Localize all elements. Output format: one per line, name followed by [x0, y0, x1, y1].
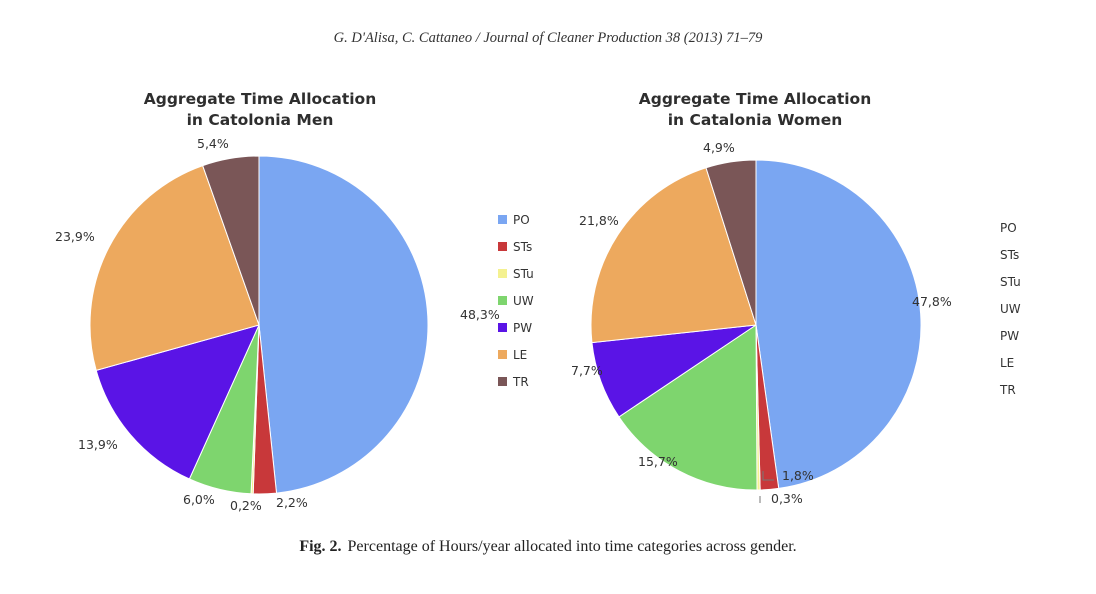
data-label-pw: 13,9%: [78, 437, 118, 452]
data-label-uw: 6,0%: [183, 492, 215, 507]
legend-item-stu: STu: [985, 268, 1021, 295]
legend-swatch-po: [498, 215, 507, 224]
legend-label-sts: STs: [513, 239, 533, 254]
legend-label-po: PO: [513, 212, 530, 227]
legend-item-pw: PW: [985, 322, 1021, 349]
legend-swatch-le: [985, 358, 994, 367]
legend-label-le: LE: [1000, 355, 1015, 370]
figure-label: Fig. 2.: [299, 538, 342, 555]
legend-item-uw: UW: [985, 295, 1021, 322]
leader-line-sts: [762, 471, 774, 481]
legend-label-le: LE: [513, 347, 528, 362]
data-label-stu: 0,2%: [230, 498, 262, 513]
pie-slice-tr: [705, 159, 757, 326]
legend-swatch-uw: [498, 296, 507, 305]
data-label-po: 48,3%: [460, 307, 500, 322]
legend-item-sts: STs: [498, 233, 534, 260]
pie-slice-po: [258, 155, 429, 494]
pie-plot-men: 48,3% 2,2% 0,2% 6,0% 13,9% 23,9% 5,4%: [55, 136, 500, 513]
legend-swatch-tr: [985, 385, 994, 394]
data-label-sts: 1,8%: [782, 468, 814, 483]
legend-label-stu: STu: [513, 266, 534, 281]
legend-label-tr: TR: [1000, 382, 1016, 397]
pie-slice-po: [755, 159, 922, 489]
legend-label-sts: STs: [1000, 247, 1020, 262]
legend-item-sts: STs: [985, 241, 1021, 268]
data-label-pw: 7,7%: [571, 363, 603, 378]
legend-item-po: PO: [498, 206, 534, 233]
data-label-tr: 5,4%: [197, 136, 229, 151]
chart-title-men: Aggregate Time Allocation in Catolonia M…: [125, 89, 395, 131]
legend-item-po: PO: [985, 214, 1021, 241]
legend-men: PO STs STu UW PW LE TR: [498, 206, 534, 395]
data-label-sts: 2,2%: [276, 495, 308, 510]
data-label-le: 21,8%: [579, 213, 619, 228]
chart-title-women: Aggregate Time Allocation in Catalonia W…: [615, 89, 895, 131]
legend-label-uw: UW: [1000, 301, 1021, 316]
data-label-uw: 15,7%: [638, 454, 678, 469]
legend-label-po: PO: [1000, 220, 1017, 235]
chart-title-men-line-1: Aggregate Time Allocation: [143, 90, 377, 108]
legend-swatch-stu: [985, 277, 994, 286]
pie-chart-women: Aggregate Time Allocation in Catalonia W…: [560, 82, 1060, 522]
legend-swatch-stu: [498, 269, 507, 278]
legend-label-uw: UW: [513, 293, 534, 308]
legend-swatch-pw: [498, 323, 507, 332]
legend-item-le: LE: [498, 341, 534, 368]
legend-item-tr: TR: [985, 376, 1021, 403]
chart-title-women-line-1: Aggregate Time Allocation: [638, 90, 872, 108]
data-label-tr: 4,9%: [703, 140, 735, 155]
chart-title-men-line-2: in Catolonia Men: [186, 111, 334, 129]
figure-caption-text: Percentage of Hours/year allocated into …: [347, 538, 797, 555]
legend-label-stu: STu: [1000, 274, 1021, 289]
legend-item-le: LE: [985, 349, 1021, 376]
pie-slice-le: [590, 167, 757, 344]
legend-item-stu: STu: [498, 260, 534, 287]
legend-swatch-tr: [498, 377, 507, 386]
legend-women: PO STs STu UW PW LE TR: [985, 214, 1021, 403]
legend-item-tr: TR: [498, 368, 534, 395]
legend-swatch-le: [498, 350, 507, 359]
data-label-le: 23,9%: [55, 229, 95, 244]
pie-slice-uw: [618, 324, 758, 491]
chart-title-women-line-2: in Catalonia Women: [667, 111, 843, 129]
pie-plot-women: 47,8% 1,8% 0,3% 15,7% 7,7% 21,8% 4,9%: [571, 140, 952, 506]
legend-item-uw: UW: [498, 287, 534, 314]
running-header: G. D'Alisa, C. Cattaneo / Journal of Cle…: [333, 30, 763, 46]
legend-swatch-sts: [985, 250, 994, 259]
legend-swatch-sts: [498, 242, 507, 251]
pie-slice-pw: [95, 324, 260, 480]
data-label-stu: 0,3%: [771, 491, 803, 506]
pie-slice-tr: [202, 155, 260, 326]
legend-item-pw: PW: [498, 314, 534, 341]
pie-slice-le: [89, 165, 260, 372]
legend-swatch-uw: [985, 304, 994, 313]
legend-label-pw: PW: [1000, 328, 1020, 343]
legend-swatch-po: [985, 223, 994, 232]
data-label-po: 47,8%: [912, 294, 952, 309]
legend-swatch-pw: [985, 331, 994, 340]
legend-label-tr: TR: [513, 374, 529, 389]
pie-chart-men: Aggregate Time Allocation in Catolonia M…: [30, 82, 550, 522]
figure-caption: Fig. 2. Percentage of Hours/year allocate…: [0, 538, 1096, 556]
legend-label-pw: PW: [513, 320, 533, 335]
